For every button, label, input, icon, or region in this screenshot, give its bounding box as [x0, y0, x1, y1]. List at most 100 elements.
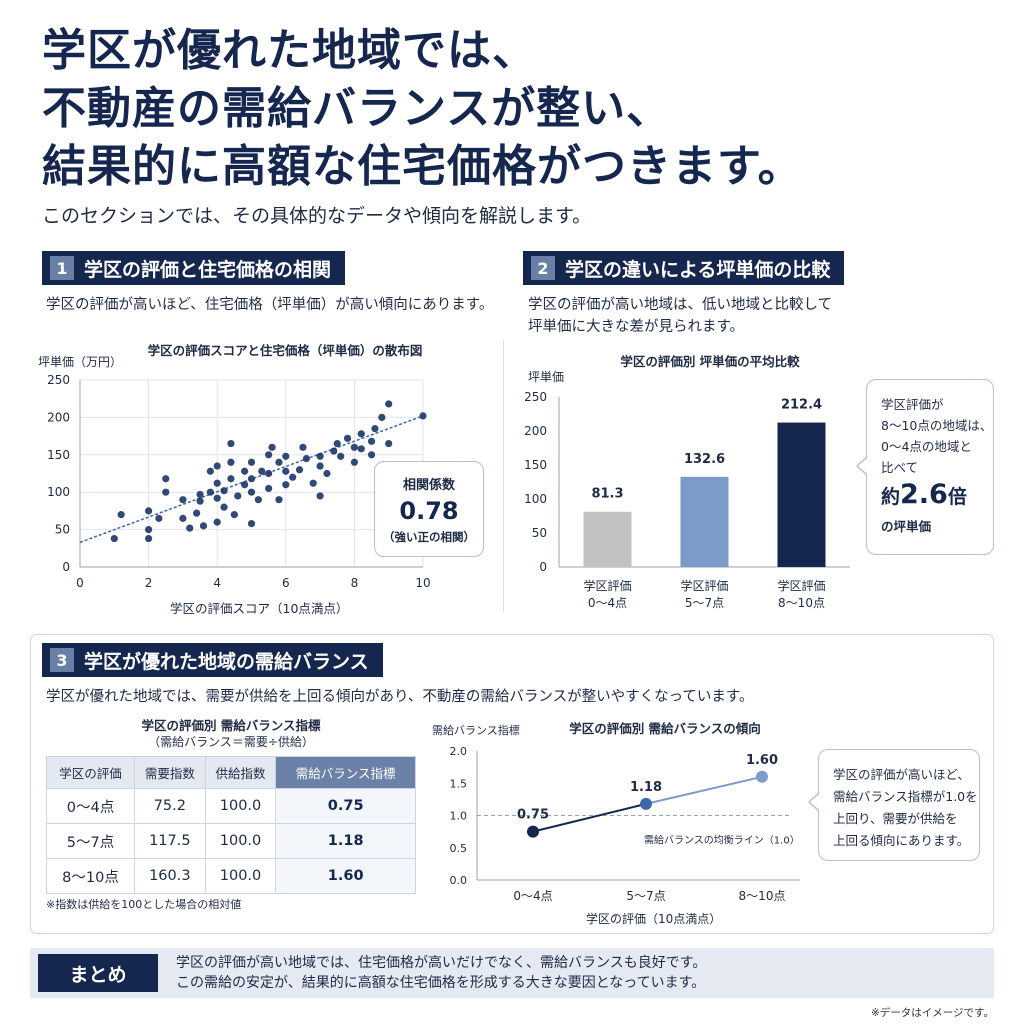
scatter-point [367, 437, 376, 445]
scatter-point [275, 496, 283, 504]
scatter-point [234, 492, 242, 500]
scatter-point [117, 511, 125, 519]
summary-line-1: 学区の評価が高い地域では、住宅価格が高いだけでなく、需給バランスも良好です。 [176, 955, 707, 971]
scatter-point [241, 481, 249, 489]
ratio-callout-line-1: 学区評価が [881, 397, 944, 412]
line-y-tick-label: 1.5 [450, 777, 468, 790]
headline-line-2: 不動産の需給バランスが整い、 [42, 83, 672, 134]
bar-y-tick-label: 200 [524, 424, 547, 438]
bar [680, 476, 729, 567]
scatter-point [145, 507, 153, 515]
table-note: ※指数は供給を100とした場合の相対値 [46, 898, 242, 911]
scatter-point [357, 430, 365, 438]
scatter-point [275, 458, 283, 466]
scatter-point [247, 488, 256, 496]
scatter-y-tick-label: 200 [47, 410, 70, 424]
scatter-point [247, 475, 256, 483]
summary-bar: まとめ 学区の評価が高い地域では、住宅価格が高いだけでなく、需給バランスも良好で… [30, 948, 994, 998]
scatter-y-tick-label: 50 [55, 523, 70, 537]
table-row: 8〜10点 160.3 100.0 1.60 [46, 858, 416, 894]
scatter-x-tick-label: 8 [351, 576, 359, 590]
ratio-callout-line-5: の坪単価 [881, 519, 932, 534]
section-divider [503, 340, 504, 612]
balance-callout-text: 学区の評価が高いほど、 需給バランス指標が1.0を 上回り、需要が供給を 上回る… [819, 750, 979, 852]
scatter-x-tick-label: 0 [76, 576, 84, 590]
bar-y-tick-label: 0 [539, 560, 547, 574]
section-2-desc-line-1: 学区の評価が高い地域は、低い地域と比較して [528, 297, 833, 313]
scatter-y-tick-label: 150 [47, 448, 70, 462]
ratio-callout-prefix: 約 [881, 486, 901, 508]
scatter-point [162, 475, 170, 483]
scatter-point [385, 439, 393, 448]
summary-line-2: この需給の安定が、結果的に高額な住宅価格を形成する大きな要因となっています。 [176, 975, 706, 991]
scatter-point [247, 520, 256, 528]
scatter-point [220, 487, 228, 495]
section-3-desc: 学区が優れた地域では、需要が供給を上回る傾向があり、不動産の需給バランスが整いや… [46, 689, 754, 705]
table-cell: 5〜7点 [46, 823, 135, 859]
scatter-point [282, 481, 290, 489]
bar-y-tick-label: 250 [524, 390, 547, 404]
scatter-point [227, 439, 235, 448]
ratio-callout-line-4: 比べて [881, 460, 919, 475]
section-3-title-text: 学区が優れた地域の需給バランス [84, 650, 369, 673]
scatter-point [268, 443, 276, 451]
scatter-point [323, 469, 331, 478]
section-1-desc: 学区の評価が高いほど、住宅価格（坪単価）が高い傾向にあります。 [46, 297, 494, 313]
footnote: ※データはイメージです。 [870, 1007, 994, 1019]
scatter-point [337, 452, 345, 460]
scatter-point [196, 490, 204, 499]
bar-category-label: 学区評価 [680, 578, 728, 593]
table-cell-balance: 1.60 [275, 858, 416, 894]
scatter-point [213, 518, 221, 526]
line-x-axis-title: 学区の評価（10点満点） [586, 912, 722, 926]
scatter-x-tick-label: 6 [282, 576, 290, 590]
bar-category-label: 5〜7点 [685, 596, 724, 610]
section-2-number: 2 [531, 256, 555, 280]
table-subtitle: （需給バランス＝需要÷供給） [148, 735, 314, 749]
ratio-callout: 学区評価が 8〜10点の地域は、 0〜4点の地域と 比べて 約2.6倍 の坪単価 [856, 379, 994, 555]
bar-category-label: 学区評価 [583, 578, 631, 593]
line-value-label: 1.60 [746, 753, 778, 768]
ratio-callout-text: 学区評価が 8〜10点の地域は、 0〜4点の地域と 比べて 約2.6倍 の坪単価 [867, 380, 993, 537]
section-2-title: 2 学区の違いによる坪単価の比較 [523, 251, 845, 285]
table-cell: 100.0 [204, 823, 277, 859]
bar-category-label: 学区評価 [777, 578, 825, 593]
ratio-callout-line-3: 0〜4点の地域と [881, 439, 972, 454]
table-header-supply: 供給指数 [204, 756, 277, 789]
scatter-point [378, 413, 386, 421]
scatter-point [179, 514, 187, 522]
scatter-point [193, 509, 201, 517]
table-header-demand: 需要指数 [134, 756, 206, 789]
scatter-point [220, 503, 228, 511]
scatter-point [145, 534, 153, 543]
scatter-point [145, 526, 153, 534]
scatter-point [350, 443, 358, 451]
bar-category-label: 0〜4点 [588, 596, 627, 610]
line-segment [645, 775, 763, 805]
scatter-point [309, 479, 317, 487]
section-2-title-text: 学区の違いによる坪単価の比較 [565, 258, 831, 281]
scatter-point [213, 494, 221, 502]
line-y-tick-label: 2.0 [450, 745, 468, 758]
scatter-point [343, 434, 352, 442]
balance-callout-line-2: 需給バランス指標が1.0を [833, 789, 978, 804]
scatter-point [295, 466, 304, 474]
ratio-callout-line-2: 8〜10点の地域は、 [881, 418, 993, 433]
table-cell: 160.3 [134, 858, 206, 894]
scatter-point [265, 469, 273, 478]
scatter-point [419, 412, 427, 420]
table-cell: 117.5 [134, 823, 206, 859]
scatter-point [247, 458, 256, 466]
section-1-title: 1 学区の評価と住宅価格の相関 [42, 251, 346, 285]
table-cell: 0〜4点 [46, 788, 135, 824]
scatter-point [299, 443, 307, 451]
line-value-label: 1.18 [630, 780, 662, 795]
scatter-point [330, 447, 338, 455]
table-header-row: 学区の評価 需要指数 供給指数 需給バランス指標 [46, 756, 416, 789]
scatter-point [206, 488, 214, 496]
table-title: 学区の評価別 需給バランス指標 [141, 718, 321, 733]
scatter-point [213, 462, 221, 470]
balance-callout-line-3: 上回り、需要が供給を [833, 811, 958, 826]
